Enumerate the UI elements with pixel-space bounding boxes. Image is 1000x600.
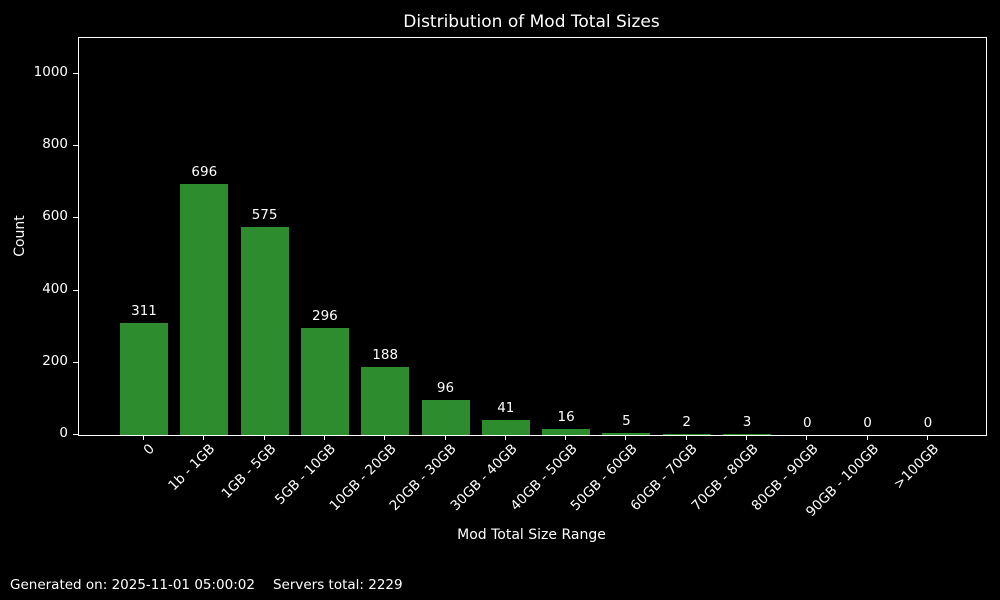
x-tick-mark bbox=[926, 435, 928, 440]
chart-title: Distribution of Mod Total Sizes bbox=[403, 12, 660, 32]
bar-value-label: 0 bbox=[923, 415, 933, 431]
bar-1b - 1GB bbox=[180, 183, 229, 435]
bar-value-label: 5 bbox=[622, 413, 631, 430]
x-tick-label: 1b - 1GB bbox=[165, 441, 219, 494]
x-tick-mark bbox=[866, 435, 868, 440]
y-tick-label: 200 bbox=[42, 352, 68, 369]
x-tick-label: 0 bbox=[140, 441, 159, 459]
bar-value-label: 3 bbox=[742, 413, 752, 430]
bar-value-label: 0 bbox=[863, 415, 872, 431]
y-tick-mark bbox=[73, 217, 78, 219]
y-tick-mark bbox=[73, 73, 78, 75]
bar-value-label: 41 bbox=[497, 400, 515, 417]
bar-60GB - 70GB bbox=[662, 434, 711, 435]
bar-50GB - 60GB bbox=[602, 433, 651, 435]
x-tick-label: 5GB - 10GB bbox=[272, 441, 340, 508]
x-tick-mark bbox=[565, 435, 567, 440]
bar-value-label: 96 bbox=[436, 380, 455, 397]
y-tick-mark bbox=[73, 145, 78, 147]
y-tick-label: 0 bbox=[59, 425, 68, 441]
bar-value-label: 2 bbox=[682, 414, 691, 431]
bar-20GB - 30GB bbox=[421, 400, 470, 435]
x-tick-mark bbox=[746, 435, 747, 440]
bar-40GB - 50GB bbox=[542, 429, 591, 435]
bar-value-label: 0 bbox=[803, 415, 812, 431]
bar-value-label: 188 bbox=[372, 347, 399, 364]
x-tick-label: >100GB bbox=[890, 441, 943, 493]
bar-70GB - 80GB bbox=[723, 433, 771, 435]
bar-value-label: 696 bbox=[191, 163, 218, 180]
footer-generated-timestamp: Generated on: 2025-11-01 05:00:02 bbox=[10, 577, 255, 593]
footer-servers-total: Servers total: 2229 bbox=[272, 577, 403, 593]
x-tick-label: 1GB - 5GB bbox=[218, 441, 279, 502]
x-tick-mark bbox=[384, 435, 386, 440]
y-tick-label: 800 bbox=[42, 136, 68, 153]
bar-5GB - 10GB bbox=[300, 328, 349, 435]
x-tick-mark bbox=[444, 435, 446, 440]
bar-value-label: 575 bbox=[251, 207, 278, 224]
bar-30GB - 40GB bbox=[481, 420, 530, 435]
bar-1GB - 5GB bbox=[240, 227, 289, 435]
x-tick-mark bbox=[504, 435, 506, 440]
footer: Generated on: 2025-11-01 05:00:02 Servers… bbox=[10, 577, 403, 593]
bar-0 bbox=[120, 322, 168, 435]
x-axis-label: Mod Total Size Range bbox=[457, 527, 606, 543]
bar-10GB - 20GB bbox=[361, 367, 410, 435]
bar-value-label: 16 bbox=[557, 409, 575, 426]
x-tick-mark bbox=[323, 435, 325, 440]
y-tick-label: 1000 bbox=[33, 64, 68, 81]
plot-area: 311 696 575 296 188 96 41 16 5 2 3 0 0 0 bbox=[78, 37, 987, 436]
x-tick-mark bbox=[143, 435, 144, 440]
y-tick-mark bbox=[73, 289, 78, 291]
y-tick-mark bbox=[73, 361, 78, 363]
bar-value-label: 296 bbox=[312, 308, 338, 325]
x-tick-mark bbox=[685, 435, 687, 440]
y-tick-label: 600 bbox=[42, 208, 68, 225]
x-tick-mark bbox=[203, 435, 205, 440]
x-tick-mark bbox=[806, 435, 808, 440]
y-tick-mark bbox=[73, 434, 78, 435]
y-tick-label: 400 bbox=[42, 280, 68, 297]
x-tick-mark bbox=[263, 435, 265, 440]
bar-value-label: 311 bbox=[131, 302, 157, 319]
x-tick-mark bbox=[625, 435, 627, 440]
